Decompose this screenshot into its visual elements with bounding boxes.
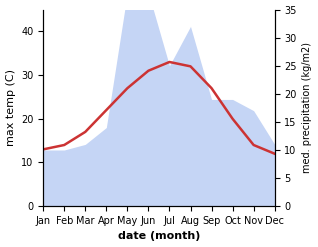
Y-axis label: med. precipitation (kg/m2): med. precipitation (kg/m2) (302, 42, 313, 173)
Y-axis label: max temp (C): max temp (C) (5, 69, 16, 146)
X-axis label: date (month): date (month) (118, 231, 200, 242)
